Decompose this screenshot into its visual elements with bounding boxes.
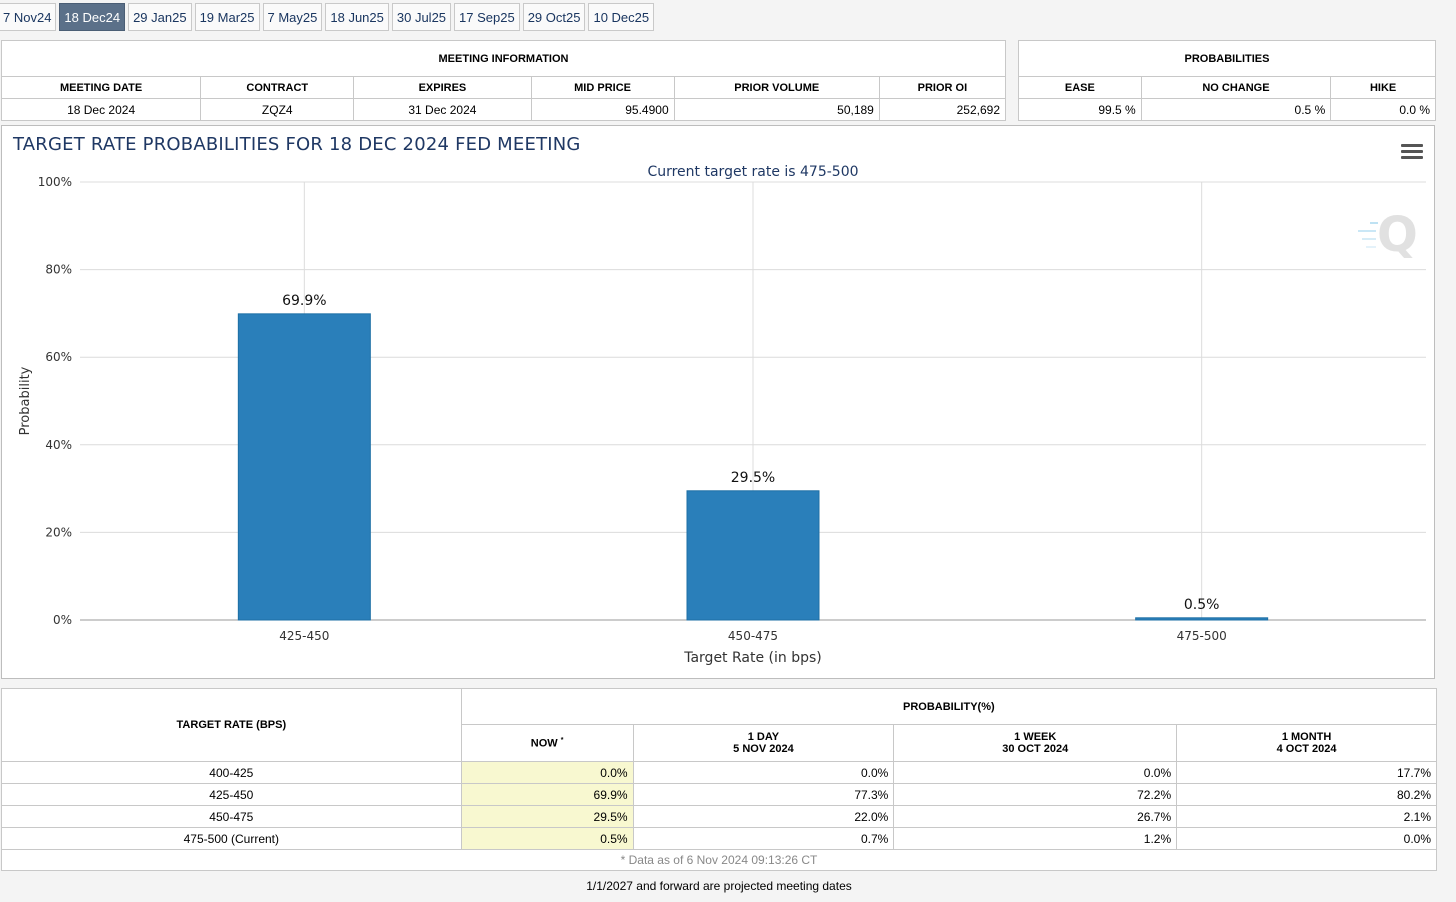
one-week-cell: 1.2% (893, 827, 1178, 850)
table-row: 425-450 69.9% 77.3% 72.2% 80.2% (1, 783, 1437, 806)
bar (1135, 617, 1269, 621)
one-month-cell: 2.1% (1176, 805, 1437, 828)
q-watermark-icon: Q (1358, 207, 1418, 263)
data-timestamp-note: * Data as of 6 Nov 2024 09:13:26 CT (1, 849, 1437, 871)
one-day-header: 1 DAY 5 NOV 2024 (632, 724, 895, 762)
y-tick-label: 80% (45, 263, 72, 277)
one-month-cell: 80.2% (1176, 783, 1437, 806)
chart-panel: TARGET RATE PROBABILITIES FOR 18 DEC 202… (1, 125, 1435, 679)
prior-oi-header: PRIOR OI (878, 76, 1007, 99)
x-tick-label: 475-500 (1177, 629, 1227, 643)
tab-29-oct25[interactable]: 29 Oct25 (522, 3, 586, 31)
expires-header: EXPIRES (353, 76, 532, 99)
no-change-value: 0.5 % (1140, 98, 1332, 121)
y-tick-label: 100% (38, 175, 72, 189)
chart-title: TARGET RATE PROBABILITIES FOR 18 DEC 202… (13, 134, 581, 155)
one-day-cell: 22.0% (632, 805, 895, 828)
table-row: 475-500 (Current) 0.5% 0.7% 1.2% 0.0% (1, 827, 1437, 850)
tab-29-jan25[interactable]: 29 Jan25 (128, 3, 192, 31)
tab-7-nov24[interactable]: 7 Nov24 (0, 3, 57, 31)
meeting-information-caption: MEETING INFORMATION (1, 40, 1006, 77)
now-cell: 69.9% (460, 783, 634, 806)
now-footnote-mark: * (560, 736, 564, 744)
chart-menu-icon[interactable] (1401, 144, 1423, 162)
tab-17-sep25[interactable]: 17 Sep25 (454, 3, 520, 31)
target-rate-header: TARGET RATE (BPS) (1, 688, 462, 762)
tab-18-dec24[interactable]: 18 Dec24 (59, 3, 126, 31)
now-cell: 29.5% (460, 805, 634, 828)
probability-header: PROBABILITY(%) (460, 688, 1438, 725)
tab-30-jul25[interactable]: 30 Jul25 (391, 3, 452, 31)
table-row: 400-425 0.0% 0.0% 0.0% 17.7% (1, 761, 1437, 784)
rate-cell: 425-450 (1, 783, 462, 806)
now-cell: 0.5% (460, 827, 634, 850)
no-change-header: NO CHANGE (1140, 76, 1332, 99)
chart-subtitle: Current target rate is 475-500 (647, 164, 858, 180)
contract-header: CONTRACT (200, 76, 355, 99)
projected-dates-footer: 1/1/2027 and forward are projected meeti… (586, 879, 852, 893)
one-month-cell: 0.0% (1176, 827, 1437, 850)
bar-chart: Q Current target rate is 475-500 0% 20% 40%… (18, 164, 1426, 666)
prior-oi-value: 252,692 (878, 98, 1007, 121)
one-week-cell: 0.0% (893, 761, 1178, 784)
y-tick-label: 40% (45, 438, 72, 452)
one-day-cell: 0.0% (632, 761, 895, 784)
rate-cell: 475-500 (Current) (1, 827, 462, 850)
bar-data-label: 0.5% (1184, 597, 1220, 613)
meeting-date-value: 18 Dec 2024 (0, 98, 202, 121)
tab-19-mar25[interactable]: 19 Mar25 (194, 3, 260, 31)
one-month-cell: 17.7% (1176, 761, 1437, 784)
one-week-cell: 26.7% (893, 805, 1178, 828)
one-day-cell: 77.3% (632, 783, 895, 806)
table-row: 450-475 29.5% 22.0% 26.7% 2.1% (1, 805, 1437, 828)
one-day-date: 5 NOV 2024 (733, 743, 794, 755)
ease-header: EASE (1018, 76, 1142, 99)
one-week-header: 1 WEEK 30 OCT 2024 (893, 724, 1178, 762)
tab-18-jun25[interactable]: 18 Jun25 (325, 3, 389, 31)
now-header: NOW * (460, 724, 634, 762)
one-day-label: 1 DAY (747, 731, 780, 743)
probabilities-caption: PROBABILITIES (1018, 40, 1436, 77)
probabilities-table: PROBABILITIES EASE NO CHANGE HIKE 99.5 %… (1018, 40, 1436, 121)
svg-text:Q: Q (1377, 207, 1418, 263)
rate-cell: 400-425 (1, 761, 462, 784)
x-tick-label: 450-475 (728, 629, 778, 643)
x-axis-title: Target Rate (in bps) (683, 650, 822, 666)
y-tick-label: 60% (45, 350, 72, 364)
one-month-date: 4 OCT 2024 (1276, 743, 1337, 755)
one-month-header: 1 MONTH 4 OCT 2024 (1176, 724, 1437, 762)
one-week-date: 30 OCT 2024 (1002, 743, 1069, 755)
mid-price-header: MID PRICE (530, 76, 675, 99)
contract-value: ZQZ4 (200, 98, 355, 121)
rate-cell: 450-475 (1, 805, 462, 828)
y-axis-title: Probability (18, 366, 33, 435)
meeting-tabs: 7 Nov24 18 Dec24 29 Jan25 19 Mar25 7 May… (0, 3, 655, 33)
prior-volume-header: PRIOR VOLUME (673, 76, 880, 99)
y-tick-label: 20% (45, 525, 72, 539)
now-cell: 0.0% (460, 761, 634, 784)
bar (237, 313, 371, 621)
one-day-cell: 0.7% (632, 827, 895, 850)
tab-7-may25[interactable]: 7 May25 (262, 3, 323, 31)
one-week-cell: 72.2% (893, 783, 1178, 806)
x-tick-label: 425-450 (279, 629, 329, 643)
mid-price-value: 95.4900 (530, 98, 675, 121)
expires-value: 31 Dec 2024 (353, 98, 532, 121)
ease-value: 99.5 % (1018, 98, 1142, 121)
meeting-information-table: MEETING INFORMATION MEETING DATE CONTRAC… (0, 40, 1007, 121)
hike-value: 0.0 % (1330, 98, 1436, 121)
one-month-label: 1 MONTH (1281, 731, 1332, 743)
meeting-date-header: MEETING DATE (0, 76, 202, 99)
prior-volume-value: 50,189 (673, 98, 880, 121)
tab-10-dec25[interactable]: 10 Dec25 (588, 3, 655, 31)
bar-data-label: 69.9% (282, 293, 326, 309)
hike-header: HIKE (1330, 76, 1436, 99)
one-week-label: 1 WEEK (1014, 731, 1057, 743)
now-label: NOW (530, 737, 558, 750)
bar (686, 490, 820, 621)
target-rate-probability-table: TARGET RATE (BPS) PROBABILITY(%) NOW * 1… (1, 688, 1438, 871)
y-tick-label: 0% (53, 613, 72, 627)
bar-data-label: 29.5% (731, 470, 775, 486)
